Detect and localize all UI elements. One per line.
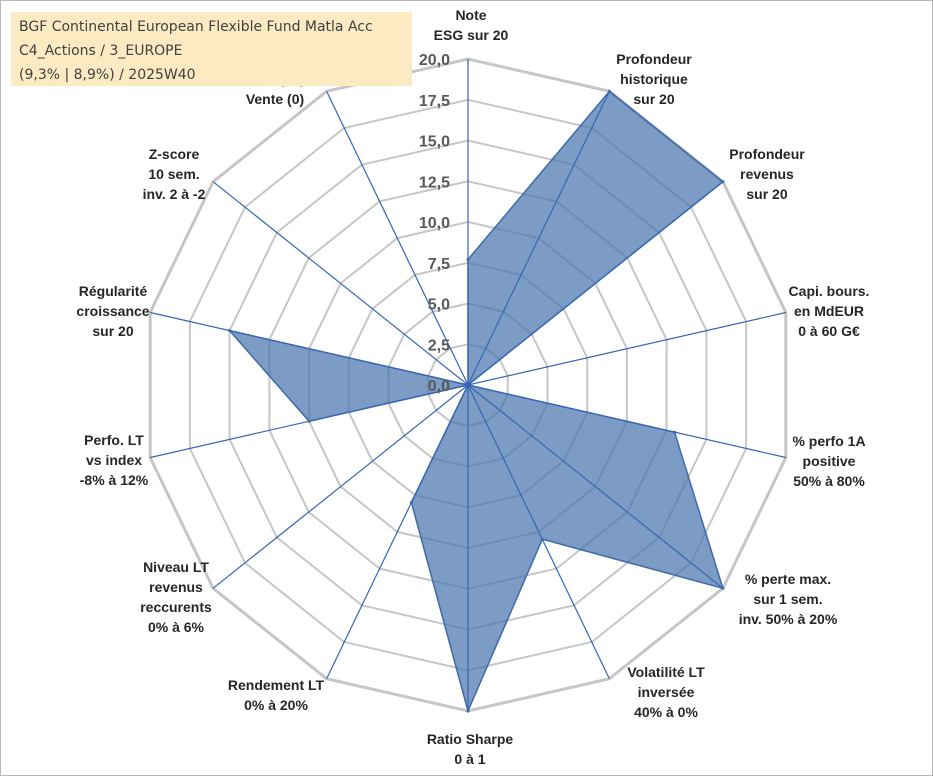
axis-label: Profondeur historique sur 20	[616, 51, 692, 107]
axis-spoke	[326, 91, 469, 386]
axis-label: Volatilité LT inversée 40% à 0%	[627, 664, 705, 720]
axis-spoke	[150, 311, 469, 386]
axis-labels: Note ESG sur 20 Profondeur historique sur 20…	[76, 7, 869, 767]
axis-label: Capi. bours. en MdEUR 0 à 60 G€	[789, 283, 870, 339]
axis-spoke	[467, 91, 610, 386]
title-line-1: BGF Continental European Flexible Fund M…	[19, 19, 373, 35]
axis-label: Perfo. LT vs index -8% à 12%	[80, 432, 149, 488]
axis-label: Régularité croissance sur 20	[76, 283, 149, 339]
axis-label: Niveau LT revenus reccurents 0% à 6%	[140, 559, 212, 635]
axis-label: % perte max. sur 1 sem. inv. 50% à 20%	[739, 571, 838, 627]
axis-label: Rendement LT 0% à 20%	[228, 677, 325, 713]
tick-label: 0,0	[428, 378, 450, 395]
axis-spoke	[150, 384, 469, 459]
tick-label: 2,5	[428, 337, 450, 354]
axis-label: % perfo 1A positive 50% à 80%	[792, 433, 865, 489]
tick-label: 5,0	[428, 297, 450, 314]
tick-label: 20,0	[419, 52, 450, 69]
tick-label: 12,5	[419, 174, 450, 191]
title-line-2: C4_Actions / 3_EUROPE	[19, 43, 183, 59]
axis-label: Ratio Sharpe 0 à 1	[427, 731, 514, 767]
axis-spoke	[467, 181, 724, 386]
axis-spoke	[467, 384, 786, 459]
axis-spoke	[212, 181, 469, 386]
axis-label: Z-score 10 sem. inv. 2 à -2	[143, 146, 206, 202]
axis-spoke	[326, 384, 469, 679]
tick-label: 17,5	[419, 93, 450, 110]
tick-label: 10,0	[419, 215, 450, 232]
tick-label: 15,0	[419, 134, 450, 151]
axis-spoke	[467, 384, 610, 679]
axis-spoke	[467, 384, 724, 589]
title-line-3: (9,3% | 8,9%) / 2025W40	[19, 67, 196, 83]
axis-lines	[150, 59, 786, 711]
tick-labels: 0,0 2,5 5,0 7,5 10,0 12,5 15,0 17,5 20,0	[419, 52, 450, 395]
tick-label: 7,5	[428, 256, 450, 273]
axis-spoke	[212, 384, 469, 589]
chart-title: BGF Continental European Flexible Fund M…	[11, 12, 412, 86]
axis-spoke	[467, 311, 786, 386]
axis-label: Profondeur revenus sur 20	[729, 146, 805, 202]
axis-label: Note ESG sur 20	[434, 7, 509, 43]
